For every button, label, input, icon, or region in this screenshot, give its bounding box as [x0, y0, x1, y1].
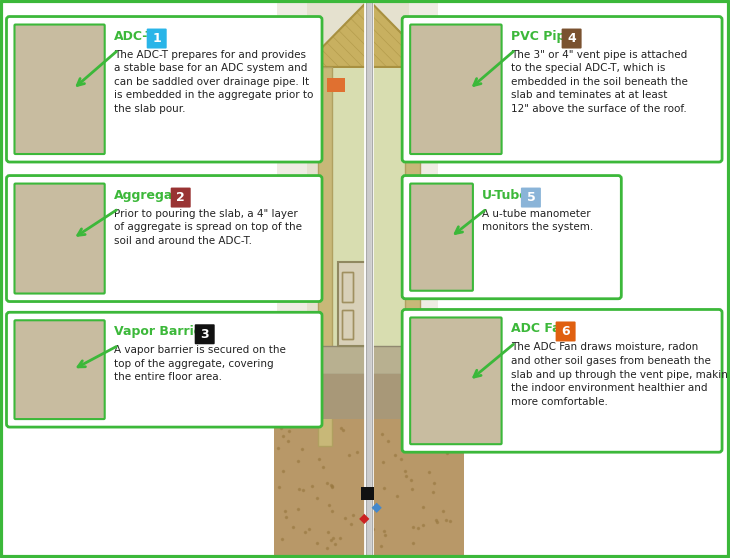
Text: Aggregate: Aggregate — [114, 189, 188, 201]
FancyBboxPatch shape — [561, 28, 582, 49]
Text: 6: 6 — [561, 325, 570, 338]
FancyBboxPatch shape — [15, 184, 104, 294]
FancyBboxPatch shape — [7, 312, 322, 427]
Text: A u-tube manometer
monitors the system.: A u-tube manometer monitors the system. — [482, 209, 593, 232]
Bar — [342, 310, 353, 339]
FancyBboxPatch shape — [7, 17, 322, 162]
Bar — [318, 374, 420, 418]
Text: The 3" or 4" vent pipe is attached
to the special ADC-T, which is
embedded in th: The 3" or 4" vent pipe is attached to th… — [510, 50, 688, 114]
Polygon shape — [303, 0, 434, 67]
Text: A vapor barrier is secured on the
top of the aggregate, covering
the entire floo: A vapor barrier is secured on the top of… — [114, 345, 285, 382]
Text: PVC Pipe: PVC Pipe — [510, 30, 574, 42]
FancyBboxPatch shape — [402, 310, 722, 452]
FancyBboxPatch shape — [410, 318, 502, 444]
FancyBboxPatch shape — [521, 187, 541, 208]
Bar — [325, 67, 412, 435]
Bar — [274, 418, 464, 558]
Text: Vapor Barrier: Vapor Barrier — [114, 325, 208, 338]
FancyBboxPatch shape — [195, 324, 215, 344]
FancyBboxPatch shape — [147, 28, 166, 49]
Bar — [307, 0, 409, 558]
Text: 1: 1 — [153, 32, 161, 45]
Bar — [405, 67, 420, 446]
FancyBboxPatch shape — [556, 321, 576, 341]
Text: The ADC Fan draws moisture, radon
and other soil gases from beneath the
slab and: The ADC Fan draws moisture, radon and ot… — [510, 343, 730, 407]
Text: ADC Fan: ADC Fan — [510, 323, 569, 335]
Text: U-Tube: U-Tube — [482, 189, 529, 201]
Bar — [342, 310, 353, 339]
Polygon shape — [359, 514, 369, 524]
FancyBboxPatch shape — [15, 320, 104, 419]
Text: ADC-T: ADC-T — [114, 30, 155, 42]
Polygon shape — [372, 503, 382, 513]
Bar — [277, 0, 438, 558]
Text: 5: 5 — [526, 191, 535, 204]
Bar — [327, 78, 345, 92]
FancyBboxPatch shape — [410, 25, 502, 154]
Bar — [318, 67, 332, 446]
Text: Prior to pouring the slab, a 4" layer
of aggregate is spread on top of the
soil : Prior to pouring the slab, a 4" layer of… — [114, 209, 301, 246]
Text: The ADC-T prepares for and provides
a stable base for an ADC system and
can be s: The ADC-T prepares for and provides a st… — [114, 50, 313, 114]
FancyBboxPatch shape — [402, 176, 621, 299]
FancyBboxPatch shape — [7, 176, 322, 301]
FancyBboxPatch shape — [171, 187, 191, 208]
Bar — [342, 272, 353, 301]
Bar — [338, 262, 372, 346]
Bar — [318, 346, 420, 374]
Bar — [305, 329, 318, 339]
Bar — [342, 272, 353, 301]
FancyBboxPatch shape — [15, 25, 104, 154]
Text: 2: 2 — [177, 191, 185, 204]
Text: 3: 3 — [201, 328, 209, 341]
Text: 4: 4 — [567, 32, 576, 45]
FancyBboxPatch shape — [410, 184, 473, 291]
FancyBboxPatch shape — [402, 17, 722, 162]
Bar — [361, 487, 374, 501]
